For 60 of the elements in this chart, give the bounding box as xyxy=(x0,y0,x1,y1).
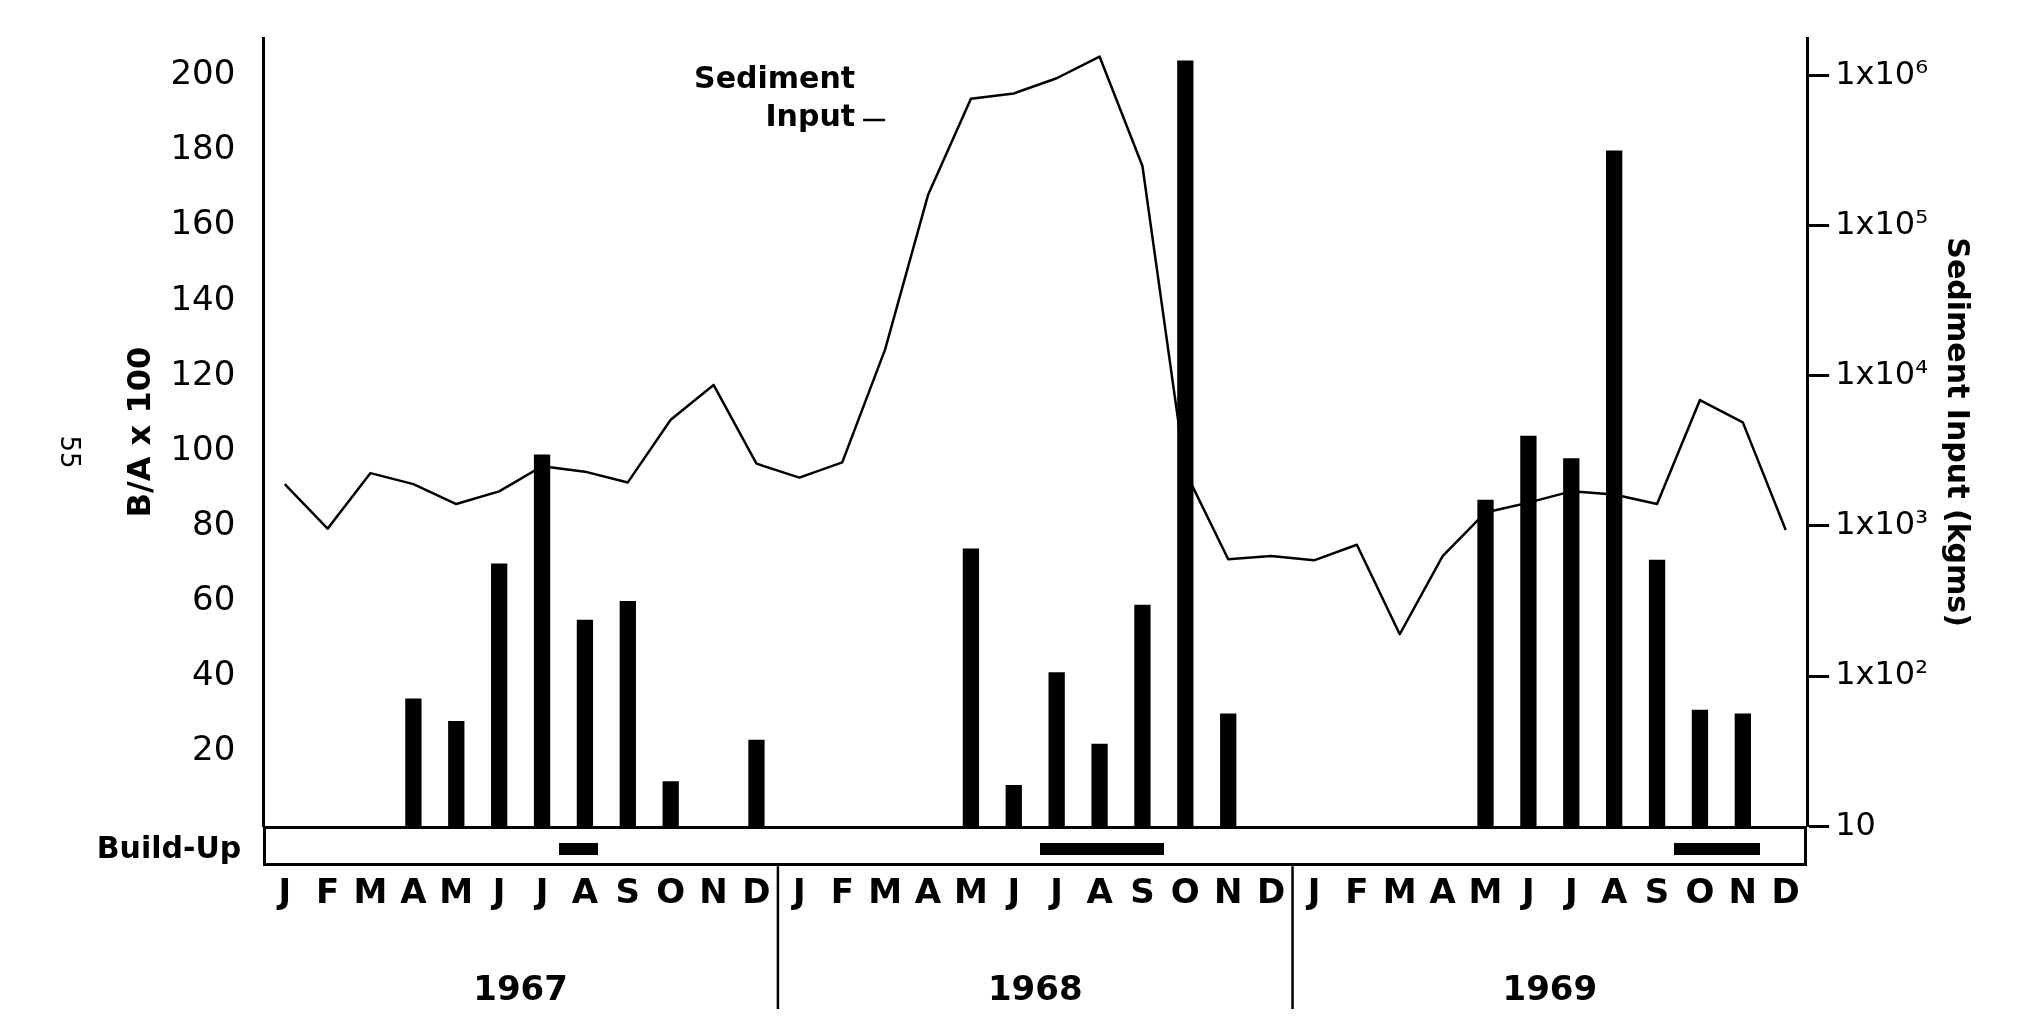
x-tick-label: A xyxy=(1086,871,1114,912)
y2-tick-label: 1x10⁴ xyxy=(1835,354,1928,393)
y2-tick-label: 10 xyxy=(1835,804,1876,843)
x-tick-label: O xyxy=(1170,871,1200,912)
x-tick-label: A xyxy=(400,871,428,912)
x-tick-label: M xyxy=(353,871,388,912)
y-tick-label: 120 xyxy=(170,352,236,393)
x-tick-label: F xyxy=(1345,871,1369,912)
x-tick-label: S xyxy=(1130,871,1155,912)
x-tick-label: D xyxy=(1771,871,1800,912)
y-axis-title: B/A x 100 xyxy=(119,346,158,518)
y-tick-label: 40 xyxy=(192,652,236,693)
x-tick-label: J xyxy=(1562,871,1578,912)
x-tick-label: D xyxy=(742,871,771,912)
y2-tick-label: 1x10⁵ xyxy=(1835,204,1928,243)
text: 1969 xyxy=(1502,967,1598,1008)
x-tick-label: S xyxy=(615,871,641,912)
y2-tick-label: 1x10² xyxy=(1835,654,1928,693)
x-tick-label: O xyxy=(1685,871,1715,912)
text: 55 xyxy=(55,435,86,469)
x-tick-label: J xyxy=(533,871,549,912)
y-tick-label: 200 xyxy=(170,52,236,93)
x-tick-label: J xyxy=(276,871,292,912)
y2-tick-label: 1x10⁶ xyxy=(1835,53,1928,92)
y-tick-label: 140 xyxy=(170,277,236,318)
x-tick-label: J xyxy=(791,871,806,912)
y-tick-label: 80 xyxy=(192,502,236,543)
text: 1967 xyxy=(473,967,568,1008)
x-tick-label: O xyxy=(656,871,686,912)
x-tick-label: F xyxy=(830,871,854,912)
y-tick-label: 180 xyxy=(170,127,236,168)
x-tick-label: S xyxy=(1644,871,1670,912)
x-tick-label: J xyxy=(1305,871,1321,912)
x-tick-label: J xyxy=(1048,871,1063,912)
x-tick-label: J xyxy=(1520,871,1535,912)
x-tick-label: M xyxy=(1382,871,1417,912)
text: 1968 xyxy=(987,967,1083,1008)
x-tick-label: D xyxy=(1256,871,1286,912)
text: Build-Up xyxy=(96,830,242,865)
x-tick-label: A xyxy=(1601,871,1629,912)
text: Sediment Input xyxy=(694,59,856,133)
x-tick-label: N xyxy=(1213,871,1243,912)
x-tick-label: M xyxy=(1468,871,1503,912)
x-tick-label: A xyxy=(914,871,942,912)
x-tick-label: A xyxy=(571,871,599,912)
x-tick-label: N xyxy=(699,871,728,912)
y-tick-label: 160 xyxy=(170,202,236,243)
x-tick-label: M xyxy=(953,871,988,912)
x-tick-label: J xyxy=(1005,871,1021,912)
y2-tick-label: 1x10³ xyxy=(1835,504,1928,543)
x-tick-label: M xyxy=(439,871,474,912)
x-tick-label: A xyxy=(1429,871,1457,912)
y-tick-label: 100 xyxy=(170,427,236,468)
x-tick-label: N xyxy=(1728,871,1758,912)
x-tick-label: M xyxy=(868,871,903,912)
y2-axis-title: Sediment Input (kgms) xyxy=(1941,237,1977,627)
x-tick-label: F xyxy=(316,871,340,912)
x-tick-label: J xyxy=(490,871,506,912)
y-tick-label: 20 xyxy=(192,727,236,768)
y-tick-label: 60 xyxy=(192,577,236,618)
